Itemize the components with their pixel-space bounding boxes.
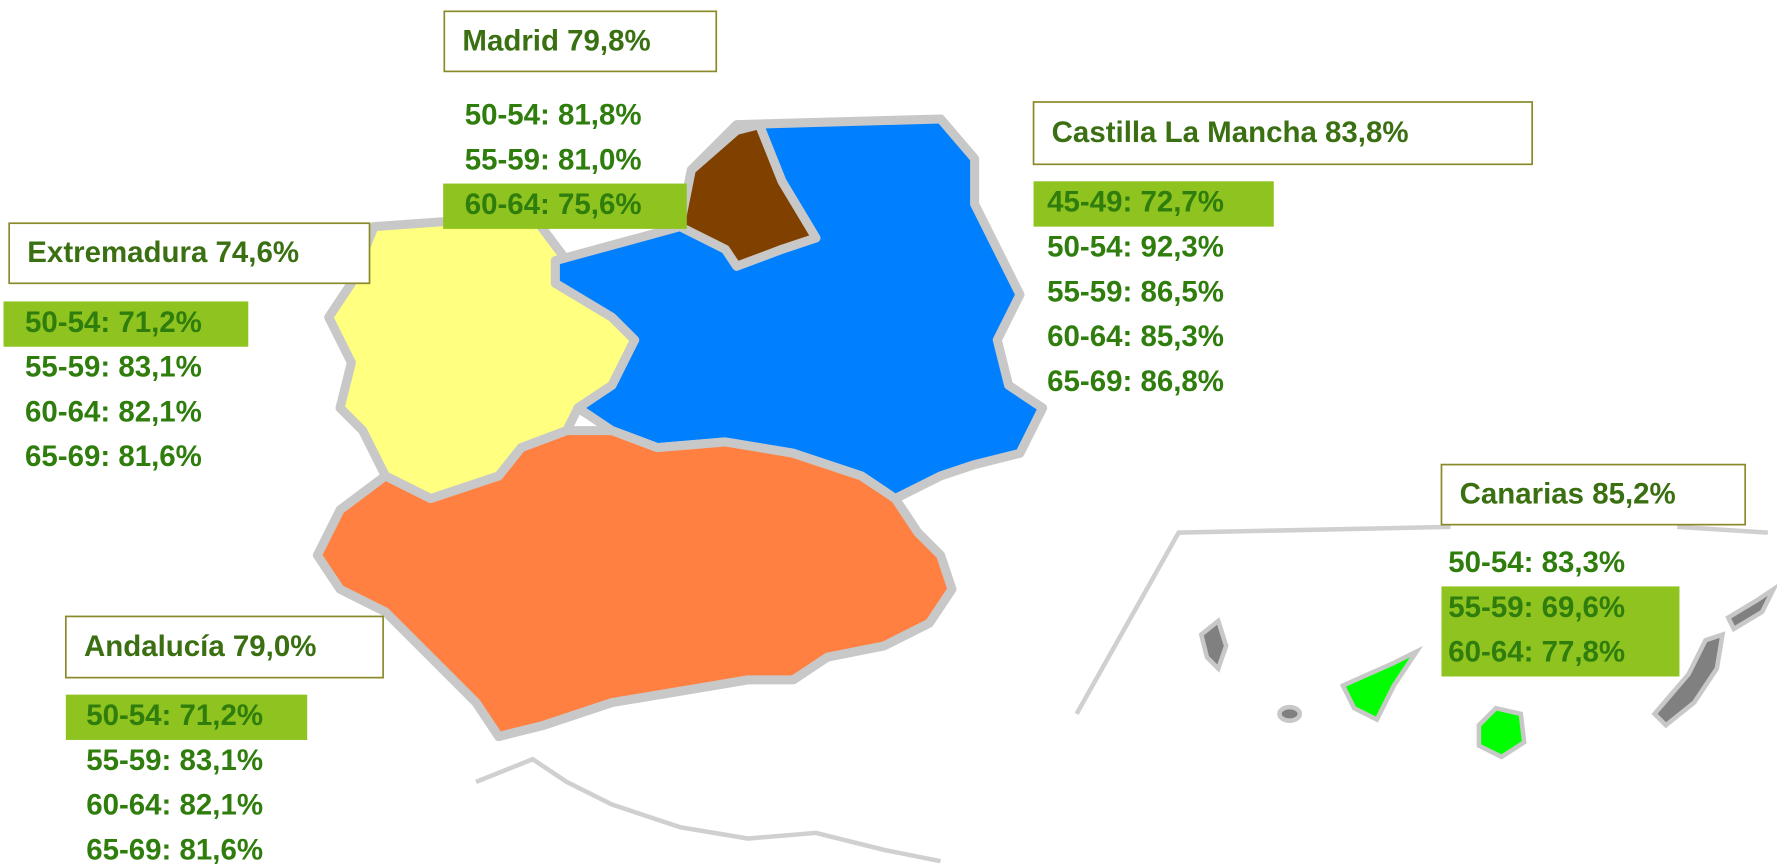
region-title: Canarias 85,2% (1460, 478, 1676, 511)
age-row: 60-64: 85,3% (1047, 320, 1224, 353)
age-row: 50-54: 83,3% (1448, 546, 1625, 579)
highlight (443, 183, 687, 229)
castilla-la-mancha (550, 114, 1048, 504)
highlight (65, 694, 308, 740)
age-row: 55-59: 83,1% (86, 744, 263, 777)
age-row: 50-54: 92,3% (1047, 231, 1224, 264)
age-row: 60-64: 82,1% (25, 395, 202, 428)
age-row: 60-64: 77,8% (1448, 636, 1625, 669)
title-box (1440, 463, 1747, 526)
lanzarote (1725, 584, 1777, 633)
age-row: 55-59: 81,0% (465, 143, 642, 176)
title-box (64, 615, 384, 679)
age-row: 55-59: 86,5% (1047, 275, 1224, 308)
gran-canaria (1476, 705, 1527, 760)
age-row: 50-54: 71,2% (25, 306, 202, 339)
island (1277, 704, 1303, 723)
age-row: 65-69: 86,8% (1047, 365, 1224, 398)
age-row: 65-69: 81,6% (86, 833, 263, 866)
age-row: 45-49: 72,7% (1047, 186, 1224, 219)
region-title: Extremadura 74,6% (27, 236, 299, 269)
age-row: 65-69: 81,6% (25, 440, 202, 473)
highlight (1441, 631, 1680, 677)
age-row: 50-54: 81,8% (465, 98, 642, 131)
title-box (1032, 101, 1533, 166)
age-row: 60-64: 75,6% (465, 188, 642, 221)
age-row: 60-64: 82,1% (86, 789, 263, 822)
canarias-frame (1074, 524, 1768, 716)
highlight (1033, 181, 1274, 227)
age-row: 50-54: 71,2% (86, 699, 263, 732)
highlight (1441, 586, 1680, 632)
madrid (675, 120, 821, 271)
title-box (8, 222, 371, 285)
fuerteventura (1651, 631, 1726, 729)
highlight (3, 301, 249, 347)
canary-islands (1198, 584, 1777, 760)
region-title: Castilla La Mancha 83,8% (1052, 116, 1409, 149)
tenerife (1339, 645, 1424, 723)
age-row: 55-59: 83,1% (25, 351, 202, 384)
region-title: Madrid 79,8% (462, 24, 650, 57)
island (1198, 617, 1229, 673)
map-shapes (312, 114, 1048, 742)
region-title: Andalucía 79,0% (84, 630, 316, 663)
coastline (475, 756, 942, 864)
age-row: 55-59: 69,6% (1448, 591, 1625, 624)
title-box (443, 10, 718, 73)
andalucia (312, 426, 957, 742)
coast-lines (475, 524, 1768, 864)
labels: Madrid 79,8% 50-54: 81,8% 55-59: 81,0% 60-6… (3, 10, 1747, 866)
